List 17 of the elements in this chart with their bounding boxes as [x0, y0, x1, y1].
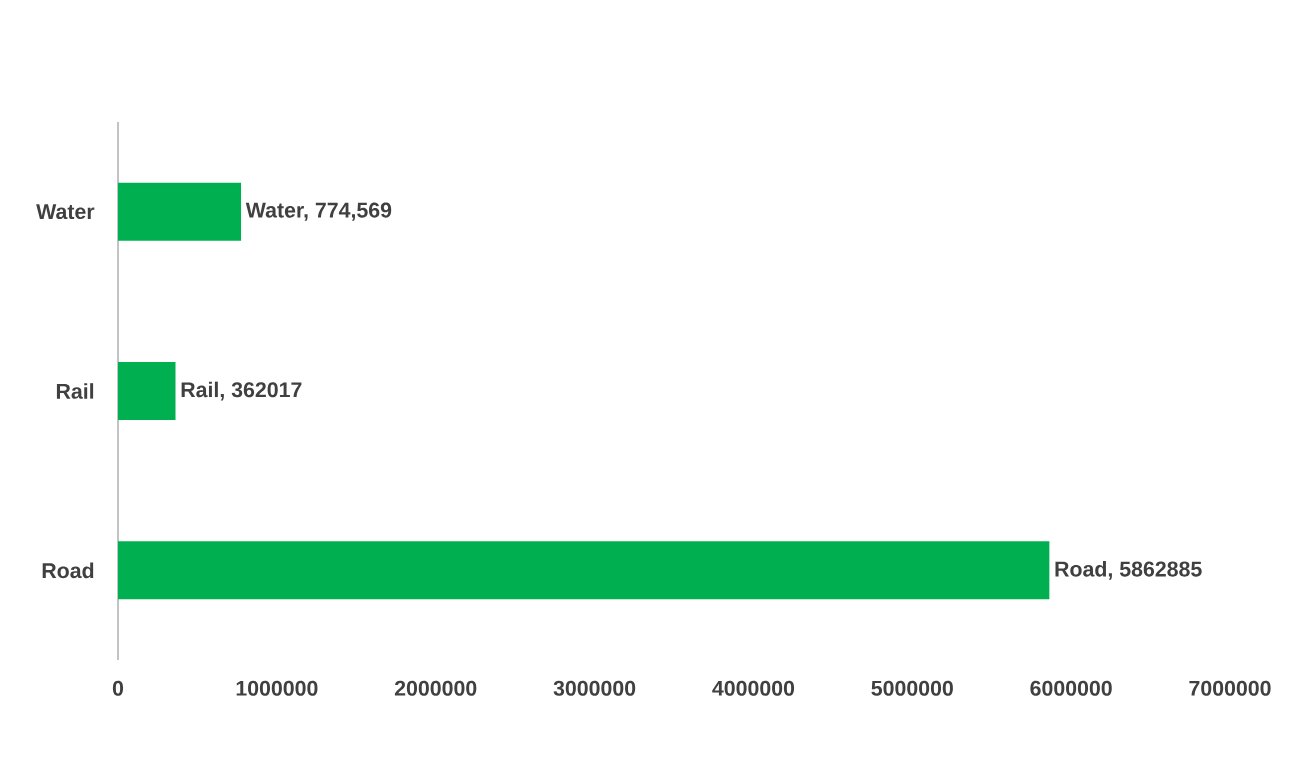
- data-label: Rail, 362017: [181, 381, 302, 401]
- x-tick-label: 6000000: [1030, 680, 1112, 696]
- y-tick-label: Rail: [56, 383, 94, 399]
- data-label: Water, 774,569: [245, 202, 392, 221]
- y-tick-label: Water: [36, 204, 95, 220]
- bar: [118, 182, 242, 241]
- y-tick-label: Road: [42, 562, 94, 579]
- x-tick-label: 3000000: [553, 680, 636, 696]
- data-label: Road, 5862885: [1055, 560, 1202, 580]
- x-tick-label: 2000000: [394, 680, 477, 696]
- x-tick-label: 7000000: [1189, 680, 1271, 696]
- x-tick-label: 4000000: [712, 680, 795, 696]
- x-tick-label: 5000000: [871, 680, 953, 696]
- bar: [118, 541, 1050, 600]
- bar: [118, 362, 176, 421]
- x-tick-label: 1000000: [236, 680, 318, 696]
- x-tick-label: 0: [112, 680, 124, 696]
